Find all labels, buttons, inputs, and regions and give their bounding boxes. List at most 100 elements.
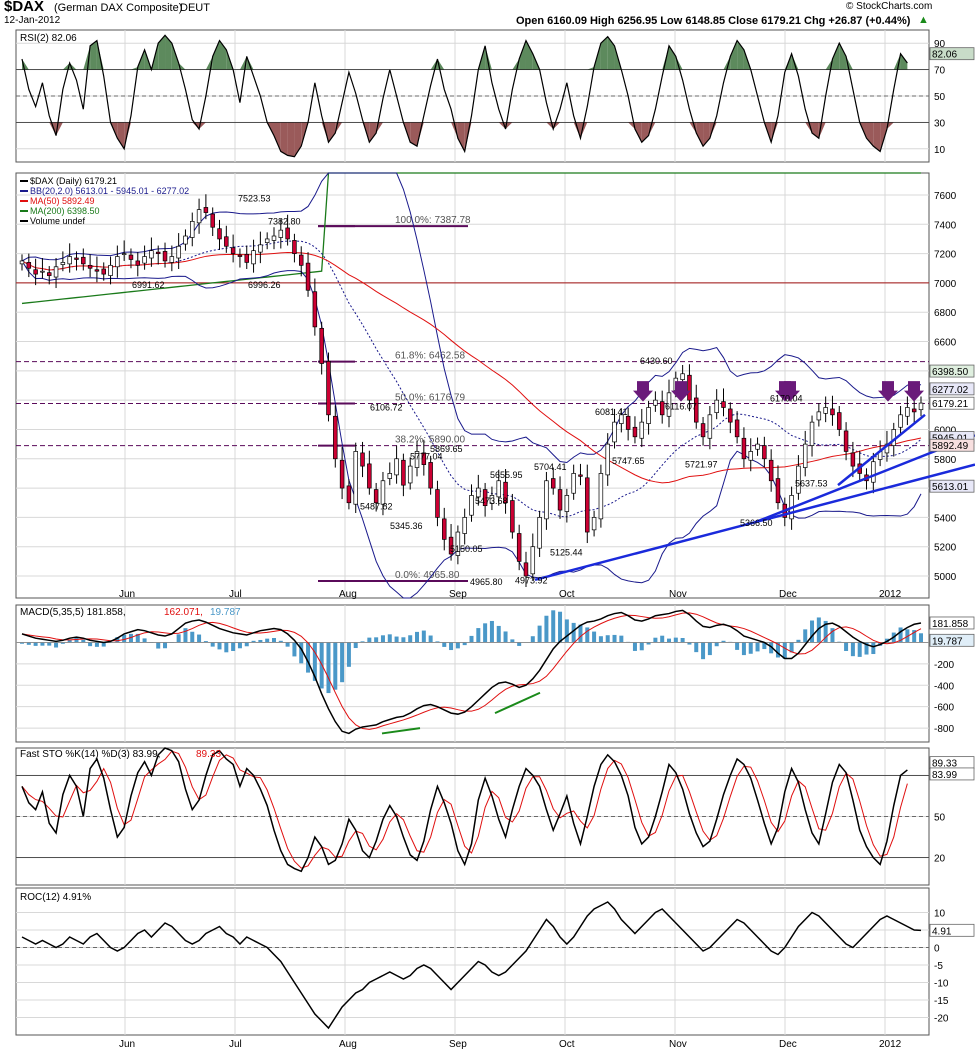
- candle-body: [632, 426, 638, 438]
- stoch-legend: Fast STO %K(14) %D(3) 83.99,: [20, 749, 160, 760]
- candle-body: [442, 518, 447, 540]
- candle-body: [898, 414, 903, 428]
- candle-body: [694, 397, 699, 423]
- price-xtick-label: Jul: [229, 589, 242, 600]
- candle-body: [741, 437, 747, 460]
- price-annotation: 5345.36: [390, 521, 423, 531]
- macd-histogram-bar: [558, 611, 563, 643]
- price-axis-tag: 6179.21: [932, 399, 969, 410]
- macd-histogram-bar: [571, 622, 576, 643]
- ma200-line: [21, 172, 921, 305]
- rsi-overbought-fill: [165, 35, 172, 70]
- macd-histogram-bar: [680, 638, 685, 643]
- quote-up-arrow-icon: ▲: [918, 14, 929, 26]
- candle-body: [190, 221, 195, 238]
- rsi-oversold-fill: [273, 122, 281, 152]
- price-annotation: 4973.92: [515, 575, 548, 585]
- macd-pane-frame: [15, 604, 930, 743]
- candle-body: [871, 461, 876, 483]
- macd-histogram-bar: [224, 642, 229, 653]
- macd-histogram-bar: [789, 642, 794, 653]
- macd-histogram-bar: [217, 642, 222, 650]
- price-annotation: 5747.65: [612, 456, 645, 466]
- rsi-ytick-label: 10: [934, 145, 946, 156]
- candle-body: [734, 419, 740, 438]
- macd-legend-hist: 19.787: [210, 607, 241, 618]
- stoch-ytick-label: 50: [934, 813, 946, 824]
- macd-histogram-bar: [510, 639, 515, 643]
- price-ytick-label: 5200: [934, 543, 957, 554]
- price-axis-tag: 5613.01: [932, 482, 969, 493]
- candle-body: [339, 459, 345, 489]
- macd-histogram-bar: [489, 620, 494, 643]
- chart-source: © StockCharts.com: [846, 1, 933, 12]
- candle-body: [428, 462, 433, 489]
- macd-histogram-bar: [251, 640, 256, 643]
- macd-histogram-bar: [455, 642, 460, 649]
- macd-histogram-bar: [292, 642, 297, 657]
- candle-body: [101, 268, 106, 275]
- price-legend-entry: Volume undef: [30, 216, 86, 226]
- price-annotation: 5704.41: [534, 462, 567, 472]
- resistance-arrow-icon: [878, 381, 898, 402]
- macd-histogram-bar: [122, 634, 127, 643]
- price-ytick-label: 7600: [934, 191, 957, 202]
- macd-histogram-bar: [33, 642, 38, 646]
- macd-ytick-label: -200: [934, 660, 954, 671]
- candle-body: [530, 546, 536, 575]
- macd-histogram-bar: [421, 630, 426, 643]
- candle-body: [659, 401, 665, 416]
- macd-histogram-bar: [673, 637, 678, 643]
- macd-legend-signal: 162.071,: [164, 607, 203, 618]
- price-ytick-label: 6000: [934, 425, 957, 436]
- macd-histogram-bar: [258, 639, 263, 643]
- fibonacci-label: 0.0%: 4965.80: [395, 570, 460, 581]
- macd-histogram-bar: [769, 642, 774, 654]
- stoch-axis-tag: 83.99: [932, 770, 957, 781]
- price-annotation: 6996.26: [248, 280, 281, 290]
- macd-histogram-bar: [755, 642, 760, 652]
- rsi-overbought-fill: [158, 35, 166, 70]
- price-ytick-label: 6600: [934, 338, 957, 349]
- rsi-oversold-fill: [328, 122, 336, 143]
- price-pane-frame: [15, 172, 930, 599]
- price-axis-tag: 6277.02: [932, 385, 969, 396]
- rsi-oversold-fill: [886, 122, 894, 129]
- macd-histogram-bar: [190, 631, 195, 643]
- candle-body: [87, 264, 93, 269]
- price-legend-entry: MA(50) 5892.49: [30, 196, 95, 206]
- macd-histogram-bar: [237, 642, 242, 649]
- macd-histogram-bar: [537, 625, 542, 643]
- macd-histogram-bar: [844, 642, 849, 651]
- rsi-oversold-fill: [321, 122, 329, 143]
- candle-body: [360, 452, 365, 467]
- candle-body: [203, 207, 209, 213]
- candle-body: [401, 459, 406, 486]
- candle-body: [353, 451, 358, 505]
- candle-body: [571, 473, 576, 494]
- rsi-oversold-fill: [648, 122, 656, 136]
- rsi-oversold-fill: [703, 122, 710, 147]
- price-ytick-label: 7400: [934, 220, 957, 231]
- stoch-legend-d: 89.33: [196, 749, 221, 760]
- macd-histogram-bar: [197, 634, 202, 643]
- rsi-oversold-fill: [457, 122, 465, 152]
- price-ytick-label: 5400: [934, 513, 957, 524]
- macd-histogram-bar: [415, 631, 420, 643]
- rsi-overbought-fill: [607, 36, 615, 70]
- macd-histogram-bar: [912, 630, 917, 643]
- price-ytick-label: 5800: [934, 455, 957, 466]
- candle-body: [155, 251, 161, 254]
- stoch-k-line: [21, 747, 908, 873]
- macd-histogram-bar: [735, 642, 740, 650]
- macd-histogram-bar: [135, 633, 140, 643]
- rsi-overbought-fill: [600, 36, 608, 70]
- roc-ytick-label: -15: [934, 996, 949, 1007]
- rsi-oversold-fill: [280, 122, 288, 156]
- macd-histogram-bar: [60, 642, 65, 644]
- macd-histogram-bar: [101, 642, 106, 647]
- candle-body: [162, 251, 168, 262]
- macd-histogram-bar: [94, 642, 99, 647]
- bottom-xtick-label: Dec: [779, 1039, 797, 1050]
- candle-body: [19, 260, 25, 265]
